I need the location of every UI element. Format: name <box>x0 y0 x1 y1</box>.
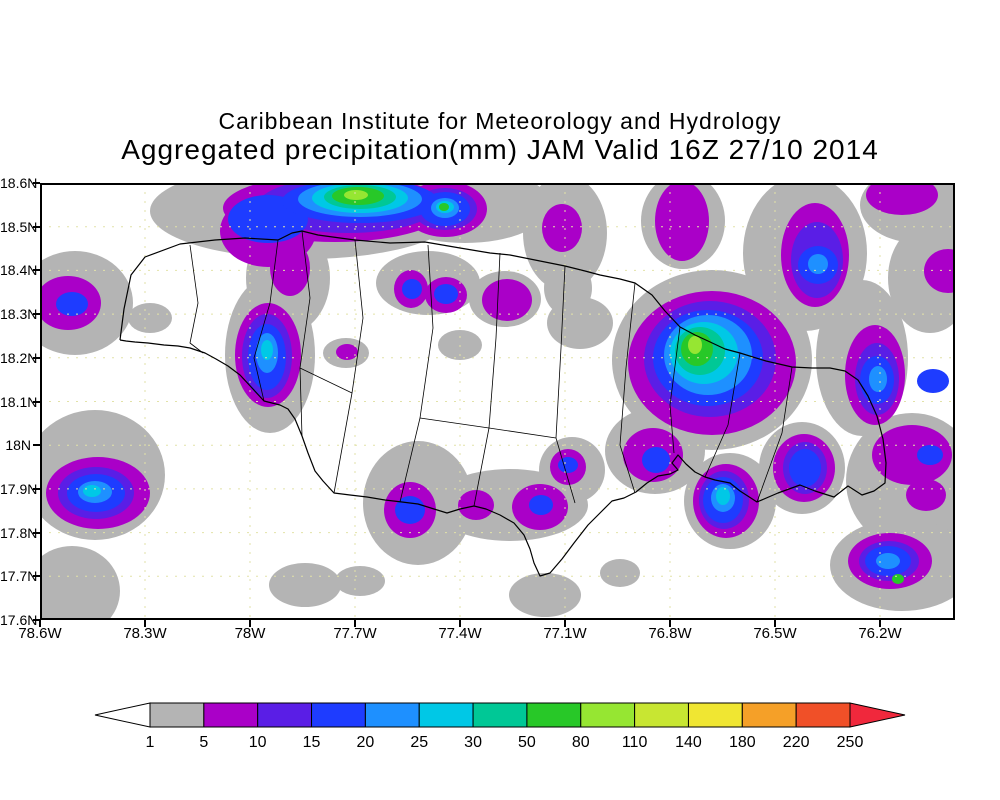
colorbar: 1 5 10 15 20 25 30 50 80 110 140 180 220 250 <box>94 702 906 751</box>
colorbar-over-arrow <box>849 702 906 728</box>
colorbar-label: 80 <box>572 734 590 751</box>
y-tick-mark <box>33 313 40 316</box>
colorbar-segment <box>257 702 313 728</box>
colorbar-segment <box>795 702 851 728</box>
colorbar-label: 20 <box>356 734 374 751</box>
colorbar-label: 50 <box>518 734 536 751</box>
colorbar-segment <box>418 702 474 728</box>
colorbar-label: 10 <box>249 734 267 751</box>
y-tick-label: 18.1N <box>0 393 38 410</box>
y-tick-mark <box>33 400 40 403</box>
x-tick-mark <box>249 620 251 627</box>
colorbar-segment <box>149 702 205 728</box>
y-tick-mark <box>33 531 40 534</box>
x-tick-mark <box>669 620 671 627</box>
dotted-graticule <box>40 183 955 620</box>
figure-title: Caribbean Institute for Meteorology and … <box>218 108 782 134</box>
x-tick-mark <box>39 620 41 627</box>
colorbar-label: 110 <box>622 734 648 751</box>
y-tick-mark <box>33 356 40 359</box>
x-tick-label: 78.6W <box>18 625 62 642</box>
colorbar-label: 250 <box>837 734 864 751</box>
colorbar-label: 5 <box>199 734 208 751</box>
colorbar-segment <box>741 702 797 728</box>
y-tick-mark <box>33 225 40 228</box>
y-tick-mark <box>33 269 40 272</box>
colorbar-segment <box>472 702 528 728</box>
colorbar-segment <box>364 702 420 728</box>
map-plot <box>17 163 978 636</box>
x-tick-label: 78.3W <box>123 625 167 642</box>
x-tick-mark <box>564 620 566 627</box>
x-tick-label: 77.7W <box>333 625 377 642</box>
colorbar-label: 220 <box>783 734 810 751</box>
colorbar-segment <box>687 702 743 728</box>
colorbar-label: 180 <box>729 734 756 751</box>
x-tick-label: 76.5W <box>753 625 797 642</box>
x-tick-mark <box>459 620 461 627</box>
figure-subtitle: Aggregated precipitation(mm) JAM Valid 1… <box>121 134 879 165</box>
y-tick-label: 17.6N <box>0 612 38 628</box>
colorbar-segment <box>203 702 259 728</box>
precipitation-map-svg <box>17 163 978 636</box>
colorbar-segment <box>311 702 366 728</box>
y-tick-mark <box>33 444 40 447</box>
x-tick-label: 76.8W <box>648 625 692 642</box>
colorbar-segment <box>580 702 636 728</box>
y-tick-label: 18.5N <box>0 218 38 235</box>
y-tick-mark <box>33 487 40 490</box>
x-tick-mark <box>144 620 146 627</box>
y-tick-label: 18.6N <box>0 175 38 191</box>
y-tick-label: 18.4N <box>0 262 38 279</box>
x-tick-label: 76.2W <box>858 625 902 642</box>
y-tick-mark <box>33 182 40 184</box>
x-tick-label: 77.1W <box>543 625 587 642</box>
colorbar-under-arrow <box>94 702 151 728</box>
parish-boundaries <box>189 230 793 507</box>
jamaica-coastline <box>119 230 887 577</box>
colorbar-label: 140 <box>675 734 702 751</box>
x-tick-mark <box>879 620 881 627</box>
colorbar-segment <box>526 702 582 728</box>
colorbar-label: 1 <box>146 734 155 751</box>
precip-band-80-110mm-layer <box>344 190 702 354</box>
y-tick-label: 17.9N <box>0 480 38 497</box>
colorbar-label: 25 <box>410 734 428 751</box>
x-tick-label: 77.4W <box>438 625 482 642</box>
y-tick-mark <box>33 619 40 621</box>
x-tick-mark <box>354 620 356 627</box>
x-tick-mark <box>774 620 776 627</box>
colorbar-label: 15 <box>303 734 321 751</box>
y-tick-label: 17.8N <box>0 524 38 541</box>
y-tick-label: 18N <box>5 437 31 454</box>
y-tick-label: 18.3N <box>0 306 38 323</box>
y-tick-mark <box>33 575 40 578</box>
colorbar-segment <box>634 702 689 728</box>
y-tick-label: 18.2N <box>0 349 38 366</box>
x-tick-label: 78W <box>234 625 266 642</box>
plot-border <box>40 183 955 620</box>
y-tick-label: 17.7N <box>0 568 38 585</box>
colorbar-label: 30 <box>464 734 482 751</box>
